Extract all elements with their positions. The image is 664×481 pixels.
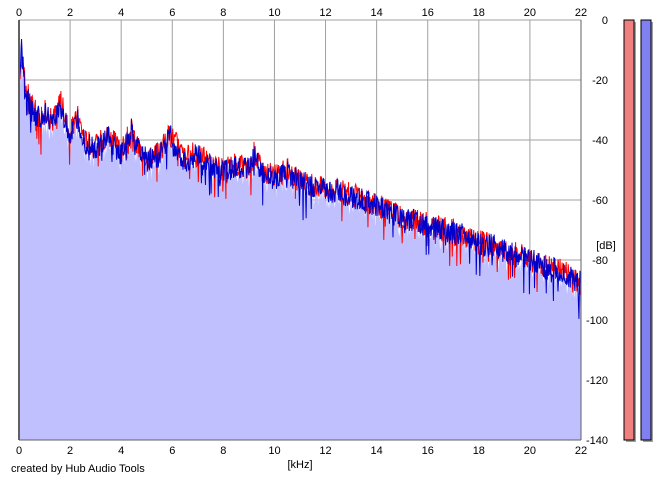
x-tick-label-top: 2 xyxy=(67,7,73,19)
x-tick-label-top: 22 xyxy=(575,7,587,19)
x-tick-label-top: 14 xyxy=(371,7,383,19)
x-tick-label-bottom: 20 xyxy=(524,445,536,457)
x-tick-label-bottom: 12 xyxy=(319,445,331,457)
x-tick-label-bottom: 6 xyxy=(169,445,175,457)
x-tick-label-bottom: 16 xyxy=(422,445,434,457)
y-tick-label: 0 xyxy=(602,15,608,27)
x-tick-label-bottom: 22 xyxy=(575,445,587,457)
y-tick-label: -120 xyxy=(586,375,608,387)
series-lines xyxy=(18,38,582,319)
x-tick-label-bottom: 8 xyxy=(220,445,226,457)
x-tick-label-bottom: 2 xyxy=(67,445,73,457)
x-tick-label-top: 6 xyxy=(169,7,175,19)
series-line-2 xyxy=(18,38,582,319)
x-tick-label-top: 18 xyxy=(473,7,485,19)
y-tick-label: -80 xyxy=(592,255,608,267)
level-meter-bar-1 xyxy=(623,19,635,441)
y-tick-label: -40 xyxy=(592,135,608,147)
x-tick-label-top: 8 xyxy=(220,7,226,19)
x-tick-label-top: 10 xyxy=(268,7,280,19)
x-tick-label-bottom: 14 xyxy=(371,445,383,457)
x-tick-label-top: 4 xyxy=(118,7,124,19)
axes xyxy=(18,20,582,441)
x-tick-label-top: 12 xyxy=(319,7,331,19)
x-tick-label-bottom: 0 xyxy=(16,445,22,457)
level-meter-bar-2 xyxy=(640,19,652,441)
x-tick-label-top: 0 xyxy=(16,7,22,19)
y-tick-labels: 0 -20 -40 -60 -80 -100 -120 -140 xyxy=(586,15,608,447)
x-tick-label-top: 16 xyxy=(422,7,434,19)
spectrum-fill-area xyxy=(19,51,581,440)
y-tick-label: -60 xyxy=(592,195,608,207)
credit-text: created by Hub Audio Tools xyxy=(11,463,145,475)
y-tick-label: -140 xyxy=(586,435,608,447)
y-tick-label: -100 xyxy=(586,315,608,327)
level-meters xyxy=(623,19,653,442)
y-axis-title: [dB] xyxy=(596,240,616,252)
x-tick-label-bottom: 10 xyxy=(268,445,280,457)
y-tick-label: -20 xyxy=(592,75,608,87)
x-tick-label-bottom: 18 xyxy=(473,445,485,457)
x-tick-label-bottom: 4 xyxy=(118,445,124,457)
x-tick-label-top: 20 xyxy=(524,7,536,19)
x-axis-title: [kHz] xyxy=(287,459,312,471)
spectrum-fill xyxy=(19,51,581,440)
